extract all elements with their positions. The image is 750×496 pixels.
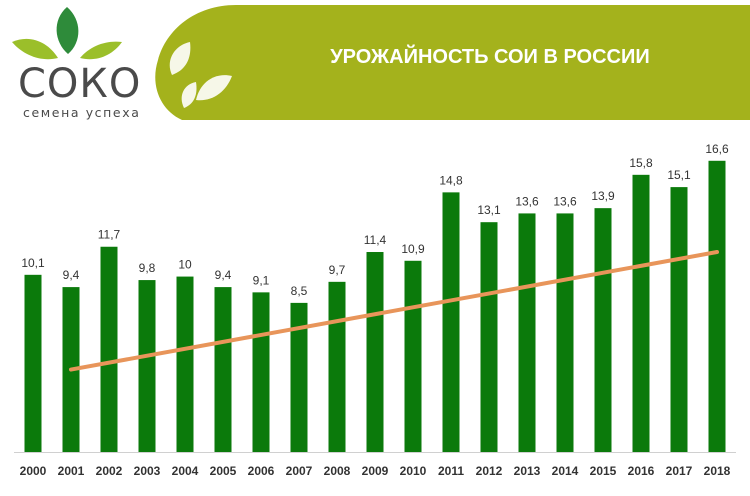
bars-group — [24, 160, 726, 453]
x-tick-2012: 2012 — [476, 464, 503, 478]
logo-leaf-center — [56, 7, 79, 54]
bar-2013 — [518, 213, 536, 452]
trendline-group — [69, 250, 719, 372]
value-label-2002: 11,7 — [98, 228, 121, 242]
value-labels-group: 10,1 9,4 11,7 9,8 10 9,4 9,1 8,5 9,7 11,4 10,9 14,8… — [21, 142, 729, 298]
x-tick-2008: 2008 — [324, 464, 351, 478]
value-label-2010: 10,9 — [401, 242, 425, 256]
bar-2009 — [366, 252, 384, 452]
value-label-2000: 10,1 — [21, 256, 45, 270]
value-label-2011: 14,8 — [439, 173, 463, 187]
banner-leaf-decoration — [169, 42, 232, 108]
value-label-2018: 16,6 — [705, 142, 729, 156]
x-tick-2011: 2011 — [438, 464, 464, 478]
logo-tagline: семена успеха — [23, 105, 141, 120]
bar-2006 — [252, 292, 270, 452]
x-tick-2009: 2009 — [362, 464, 389, 478]
x-tick-2007: 2007 — [286, 464, 313, 478]
bar-2011 — [442, 192, 460, 452]
bar-2004 — [176, 276, 194, 452]
bar-2016 — [632, 174, 650, 452]
x-tick-2015: 2015 — [590, 464, 617, 478]
page-title: УРОЖАЙНОСТЬ СОИ В РОССИИ — [330, 46, 650, 68]
x-tick-2010: 2010 — [400, 464, 427, 478]
x-tick-2004: 2004 — [172, 464, 199, 478]
bar-2010 — [404, 260, 422, 452]
value-label-2017: 15,1 — [667, 168, 691, 182]
value-label-2009: 11,4 — [364, 233, 387, 247]
header-banner — [12, 5, 750, 120]
x-tick-2014: 2014 — [552, 464, 579, 478]
bar-2014 — [556, 213, 574, 452]
x-tick-2001: 2001 — [58, 464, 85, 478]
x-tick-2002: 2002 — [96, 464, 123, 478]
bar-2003 — [138, 280, 156, 452]
value-label-2008: 9,7 — [329, 263, 346, 277]
x-tick-labels-group: 2000 2001 2002 2003 2004 2005 2006 2007 2008 2009… — [20, 464, 731, 478]
logo-leaf-right — [80, 41, 122, 60]
x-tick-2017: 2017 — [666, 464, 693, 478]
value-label-2005: 9,4 — [215, 268, 232, 282]
bar-2002 — [100, 246, 118, 452]
bar-2017 — [670, 187, 688, 453]
x-tick-2013: 2013 — [514, 464, 541, 478]
bar-2012 — [480, 222, 498, 452]
title-banner-background — [155, 5, 750, 120]
bar-2000 — [24, 274, 42, 452]
logo-leaf-left — [12, 38, 58, 60]
value-label-2013: 13,6 — [515, 194, 539, 208]
bar-2015 — [594, 208, 612, 452]
value-label-2014: 13,6 — [553, 194, 577, 208]
x-tick-2003: 2003 — [134, 464, 161, 478]
x-tick-2018: 2018 — [704, 464, 731, 478]
x-tick-2000: 2000 — [20, 464, 47, 478]
x-tick-2016: 2016 — [628, 464, 655, 478]
logo-leaves-icon — [12, 7, 122, 60]
bar-2007 — [290, 302, 308, 452]
bar-2018 — [708, 160, 726, 452]
value-label-2007: 8,5 — [291, 284, 308, 298]
value-label-2012: 13,1 — [477, 203, 501, 217]
trend-line — [69, 250, 719, 372]
yield-bar-chart: 10,1 9,4 11,7 9,8 10 9,4 9,1 8,5 9,7 11,4 10,9 14,8… — [14, 142, 736, 478]
logo-wordmark: СОКО — [18, 61, 142, 107]
x-tick-2005: 2005 — [210, 464, 237, 478]
bar-2005 — [214, 287, 232, 452]
x-tick-2006: 2006 — [248, 464, 275, 478]
bar-2008 — [328, 281, 346, 452]
value-label-2004: 10 — [178, 258, 192, 272]
value-label-2015: 13,9 — [591, 189, 615, 203]
value-label-2001: 9,4 — [63, 268, 80, 282]
value-label-2003: 9,8 — [139, 261, 156, 275]
value-label-2006: 9,1 — [253, 273, 270, 287]
value-label-2016: 15,8 — [629, 156, 653, 170]
